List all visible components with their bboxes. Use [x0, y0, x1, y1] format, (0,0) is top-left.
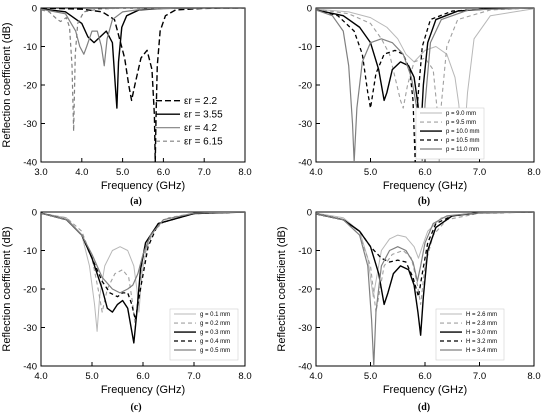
y-tick-label: -10 — [23, 246, 37, 257]
x-tick-label: 7.0 — [473, 371, 486, 382]
y-axis-label: Reflection coefficient (dB) — [1, 22, 13, 147]
series-line — [316, 8, 534, 155]
legend-label: g = 0.1 mm — [200, 312, 230, 318]
series-line — [41, 212, 245, 321]
series-line — [316, 212, 534, 313]
y-tick-label: -40 — [23, 362, 37, 373]
x-tick-label: 4.0 — [309, 167, 322, 178]
x-tick-label: 6.0 — [418, 371, 431, 382]
legend: εr = 2.2 εr = 3.55 εr = 4.2 εr = 6.15 — [156, 96, 223, 148]
series-line — [41, 8, 245, 162]
legend-label: εr = 2.2 — [184, 96, 218, 107]
y-tick-label: -40 — [298, 362, 312, 373]
y-axis-label: Reflection coefficient (dB) — [276, 226, 288, 351]
legend-label: p = 11.0 mm — [446, 147, 479, 153]
x-tick-label: 3.0 — [34, 167, 47, 178]
x-tick-label: 8.0 — [238, 371, 251, 382]
y-tick-label: -40 — [23, 158, 37, 169]
chart-panel: 4.0 5.0 6.0 7.0 8.0 0 -10 -20 -30 -40 Frequency (G… — [276, 208, 541, 414]
series-line — [41, 212, 245, 294]
x-tick-label: 4.0 — [34, 371, 47, 382]
legend-label: εr = 6.15 — [184, 137, 223, 148]
x-tick-label: 7.0 — [187, 371, 200, 382]
y-tick-label: 0 — [307, 4, 312, 15]
y-tick-label: 0 — [32, 4, 37, 15]
chart-panel: 3.0 4.0 5.0 6.0 7.0 8.0 0 -10 -20 -30 -40 Frequency… — [1, 4, 252, 208]
legend-label: g = 0.3 mm — [200, 330, 230, 336]
legend-label: H = 2.6 mm — [466, 312, 497, 318]
y-tick-label: -10 — [23, 42, 37, 53]
x-axis-label: Frequency (GHz) — [101, 384, 185, 396]
chart-panel: 4.0 5.0 6.0 7.0 8.0 0 -10 -20 -30 -40 Frequency (G… — [1, 208, 252, 414]
y-tick-label: -30 — [298, 323, 312, 334]
series-line — [316, 8, 534, 162]
series-line — [316, 212, 534, 366]
x-tick-label: 8.0 — [527, 167, 540, 178]
legend: H = 2.6 mm H = 2.8 mm H = 3.0 mm H = 3.2 mm… — [435, 308, 505, 361]
y-axis-label: Reflection coefficient (dB) — [1, 226, 13, 351]
x-tick-label: 6.0 — [136, 371, 149, 382]
chart-panel: 4.0 5.0 6.0 7.0 8.0 0 -10 -20 -30 -40 Frequency (G… — [298, 4, 540, 208]
x-tick-label: 5.0 — [364, 371, 377, 382]
panel-label: (b) — [418, 196, 430, 207]
x-axis-label: Frequency (GHz) — [383, 180, 467, 192]
legend-label: H = 3.2 mm — [466, 339, 497, 345]
legend-label: p = 10.5 mm — [446, 138, 480, 144]
x-axis-label: Frequency (GHz) — [383, 384, 467, 396]
x-tick-label: 7.0 — [198, 167, 211, 178]
series-line — [41, 8, 245, 67]
legend: p = 9.0 mm p = 9.5 mm p = 10.0 mm p = 10.5 … — [415, 107, 485, 160]
legend-label: H = 3.0 mm — [466, 330, 497, 336]
series-group — [316, 8, 534, 162]
y-tick-label: -10 — [298, 42, 312, 53]
legend: g = 0.1 mm g = 0.2 mm g = 0.3 mm g = 0.4 mm… — [169, 308, 239, 361]
panel-label: (a) — [130, 196, 142, 207]
legend-label: g = 0.2 mm — [200, 321, 230, 327]
legend-label: g = 0.5 mm — [200, 348, 230, 354]
series-line — [41, 8, 245, 132]
legend-label: H = 2.8 mm — [466, 321, 497, 327]
x-tick-label: 5.0 — [364, 167, 377, 178]
y-tick-label: -30 — [298, 119, 312, 130]
legend-label: g = 0.4 mm — [200, 339, 230, 345]
legend-label: p = 9.5 mm — [446, 120, 476, 126]
series-group — [41, 212, 245, 344]
legend-label: p = 10.0 mm — [446, 129, 480, 135]
legend-label: H = 3.4 mm — [466, 348, 497, 354]
y-tick-label: -20 — [298, 81, 312, 92]
x-axis-label: Frequency (GHz) — [101, 180, 185, 192]
series-line — [316, 212, 534, 298]
x-tick-label: 7.0 — [473, 167, 486, 178]
y-tick-label: -20 — [298, 285, 312, 296]
legend-label: εr = 4.2 — [184, 123, 218, 134]
y-tick-label: -30 — [23, 119, 37, 130]
legend-box — [169, 308, 239, 361]
x-tick-label: 4.0 — [309, 371, 322, 382]
panel-label: (c) — [130, 402, 141, 413]
series-group — [316, 212, 534, 366]
legend-box — [415, 107, 485, 160]
x-tick-label: 5.0 — [116, 167, 129, 178]
x-tick-label: 6.0 — [418, 167, 431, 178]
x-tick-label: 8.0 — [527, 371, 540, 382]
y-tick-label: -10 — [298, 246, 312, 257]
x-tick-label: 8.0 — [238, 167, 251, 178]
y-tick-label: -20 — [23, 81, 37, 92]
series-line — [316, 8, 534, 162]
series-line — [41, 212, 245, 344]
y-tick-label: 0 — [32, 208, 37, 219]
legend-box — [435, 308, 505, 361]
y-tick-label: -40 — [298, 158, 312, 169]
x-tick-label: 5.0 — [85, 371, 98, 382]
series-group — [41, 8, 245, 162]
legend-label: εr = 3.55 — [184, 110, 223, 121]
y-tick-label: -30 — [23, 323, 37, 334]
x-tick-label: 4.0 — [75, 167, 88, 178]
legend-label: p = 9.0 mm — [446, 111, 476, 117]
x-tick-label: 6.0 — [157, 167, 170, 178]
panel-label: (d) — [418, 402, 430, 413]
y-tick-label: 0 — [307, 208, 312, 219]
y-tick-label: -20 — [23, 285, 37, 296]
